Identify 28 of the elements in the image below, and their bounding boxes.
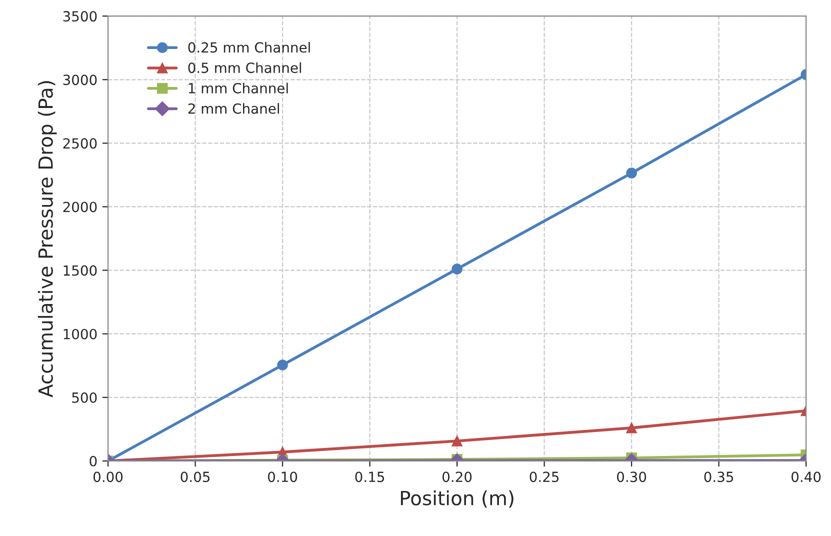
y-axis-title: Accumulative Pressure Drop (Pa) bbox=[38, 81, 57, 398]
y-tick-label: 500 bbox=[72, 392, 97, 403]
legend-label: 0.5 mm Channel bbox=[188, 62, 302, 74]
y-tick-label: 3500 bbox=[63, 11, 97, 22]
x-tick-label: 0.25 bbox=[530, 472, 559, 482]
point bbox=[277, 360, 288, 370]
y-tick-label: 1000 bbox=[64, 328, 97, 340]
x-tick-label: 0.35 bbox=[704, 472, 734, 482]
legend-label: 2 mm Chanel bbox=[188, 103, 279, 114]
point bbox=[626, 168, 637, 178]
x-tick-label: 0.05 bbox=[180, 472, 210, 482]
y-tick-label: 3000 bbox=[63, 74, 97, 86]
y-tick-label: 1500 bbox=[64, 265, 97, 276]
x-tick-label: 0.30 bbox=[617, 472, 646, 482]
y-tick-label: 0 bbox=[90, 456, 97, 466]
y-tick-label: 2000 bbox=[63, 202, 97, 212]
point bbox=[452, 264, 462, 274]
x-tick-label: 0.10 bbox=[268, 472, 298, 482]
point bbox=[452, 436, 462, 446]
x-tick-label: 0.15 bbox=[355, 472, 384, 482]
legend-label: 0.25 mm Channel bbox=[188, 42, 310, 53]
x-tick-label: 0.00 bbox=[93, 472, 123, 482]
legend-label: 1 mm Channel bbox=[188, 82, 288, 94]
x-tick-label: 0.40 bbox=[792, 472, 821, 482]
y-tick-label: 2500 bbox=[63, 138, 97, 149]
point bbox=[626, 422, 637, 434]
x-tick-label: 0.20 bbox=[442, 472, 472, 482]
x-axis-title: Position (m) bbox=[400, 490, 514, 508]
